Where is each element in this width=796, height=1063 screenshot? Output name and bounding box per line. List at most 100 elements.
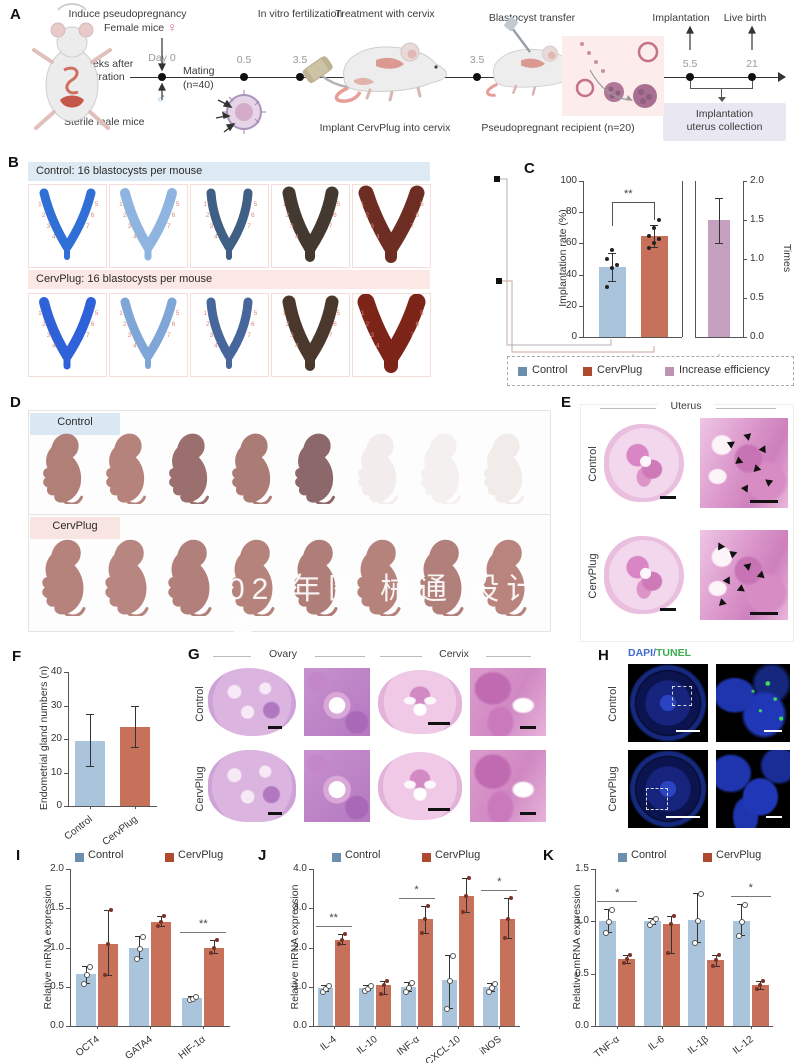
recipient-mouse-illustration	[486, 45, 582, 97]
axis-line	[70, 1026, 230, 1027]
pup-photo	[420, 539, 464, 618]
axis-line	[597, 900, 638, 902]
data-point	[713, 958, 718, 963]
bar-HIF-1α-cervplug	[204, 947, 225, 1026]
panel-label-h: H	[598, 647, 609, 664]
significance-mark: *	[615, 886, 620, 899]
bar-IL-6-cervplug	[662, 924, 680, 1026]
bar-IL-10-control	[359, 987, 375, 1026]
data-point	[423, 917, 427, 922]
axis-line	[706, 1026, 708, 1029]
axis-line	[595, 1026, 773, 1027]
axis-line	[157, 926, 165, 928]
x-tick-label: iNOS	[478, 1034, 505, 1058]
svg-text:6: 6	[416, 212, 420, 219]
axis-line	[68, 672, 69, 806]
axis-line	[188, 999, 197, 1001]
axis-line	[210, 940, 219, 942]
timeline-0-5: 0.5	[236, 54, 252, 66]
significance-mark: *	[414, 884, 419, 897]
axis-line	[90, 806, 92, 809]
data-point	[406, 984, 412, 991]
timeline-axis	[130, 76, 780, 78]
svg-text:5: 5	[95, 201, 99, 208]
svg-text:4: 4	[52, 234, 56, 241]
axis-line	[416, 1026, 418, 1029]
uterus-control-label: Control	[587, 446, 599, 482]
axis-line	[756, 989, 765, 991]
axis-line	[66, 947, 70, 949]
axis-line	[321, 990, 330, 992]
svg-text:2: 2	[365, 321, 369, 328]
x-tick-label: Control	[62, 814, 96, 843]
svg-text:6: 6	[251, 321, 255, 328]
bar-INF-α-cervplug	[417, 919, 433, 1026]
panel-label-b: B	[8, 154, 19, 171]
h-control-label: Control	[607, 686, 619, 722]
svg-text:5: 5	[337, 310, 341, 317]
dapi-tunel-slash: /	[653, 647, 657, 659]
axis-line	[188, 996, 197, 998]
data-point	[340, 937, 345, 942]
x-tick-label: OCT4	[73, 1034, 102, 1060]
blastocyst-inset-illustration	[562, 36, 664, 116]
axis-line	[139, 935, 140, 958]
axis-line	[130, 747, 139, 749]
axis-line	[70, 869, 71, 1026]
y-tick: 1.0	[50, 941, 64, 953]
axis-line	[462, 878, 471, 880]
panel-label-j: J	[258, 847, 267, 864]
bar-TNF-α-control	[599, 921, 617, 1026]
data-point	[80, 980, 87, 987]
tunel-cervplug-photo	[628, 750, 708, 828]
svg-text:2: 2	[206, 212, 210, 219]
data-point	[672, 914, 677, 919]
panel-label-k: K	[543, 847, 554, 864]
axis-line	[626, 954, 628, 964]
data-point	[134, 955, 140, 962]
control-pup	[227, 432, 281, 506]
cervplug-pup	[416, 538, 472, 618]
pup-photo	[358, 433, 398, 506]
svg-text:3: 3	[209, 223, 213, 230]
x-tick-label: HIF-1α	[177, 1034, 209, 1062]
bar-OCT4-control	[75, 974, 96, 1026]
data-point	[488, 984, 495, 991]
axis-line	[607, 908, 609, 932]
data-point	[156, 924, 160, 929]
data-point	[420, 930, 424, 935]
axis-line	[661, 1026, 663, 1029]
bar-iNOS-cervplug	[500, 919, 516, 1026]
axis-line	[404, 991, 412, 993]
tunel-control-zoom-photo	[716, 664, 790, 742]
svg-text:5: 5	[254, 201, 258, 208]
data-point	[666, 950, 671, 955]
panel-label-a: A	[10, 6, 21, 23]
svg-text:2: 2	[42, 321, 46, 328]
svg-text:1: 1	[119, 310, 123, 317]
y-tick: 1.0	[293, 980, 307, 992]
axis-line	[408, 982, 409, 992]
axis-line	[309, 986, 313, 988]
uterus-control-section-photo	[604, 424, 684, 502]
data-point	[326, 982, 333, 989]
control-pup	[416, 432, 470, 506]
bar-TNF-α-cervplug	[618, 959, 636, 1026]
axis-line	[86, 765, 95, 767]
panel-bc-connectors	[494, 176, 720, 361]
cervix-column-header: Cervix	[439, 648, 469, 660]
control-pup	[290, 432, 344, 506]
svg-text:6: 6	[91, 212, 95, 219]
bar-iNOS-control	[483, 986, 499, 1026]
axis-line	[507, 898, 509, 938]
legend-label: Control	[88, 849, 124, 861]
tunel-cervplug-zoom-photo	[716, 750, 790, 828]
axis-line	[66, 869, 70, 870]
